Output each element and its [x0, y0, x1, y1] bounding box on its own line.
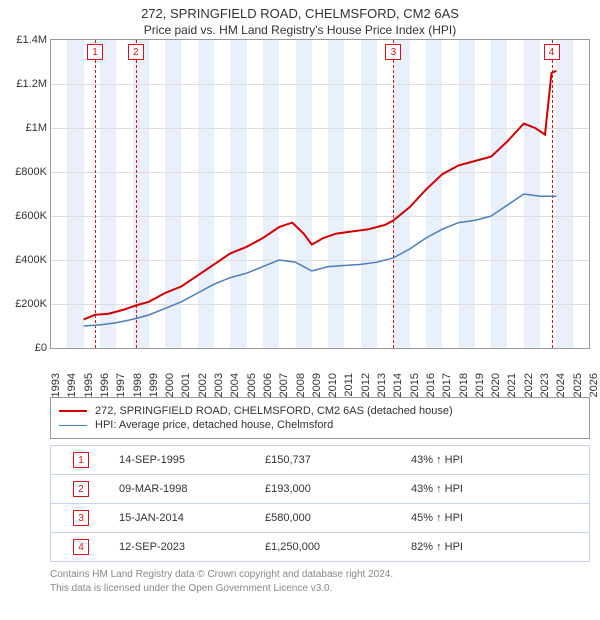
x-axis-label: 2019 [474, 373, 486, 397]
legend-item: HPI: Average price, detached house, Chel… [59, 418, 581, 432]
y-axis-label: £1M [26, 122, 51, 134]
y-axis-label: £400K [15, 254, 51, 266]
y-axis-label: £200K [15, 298, 51, 310]
sale-vs-hpi: 43% ↑ HPI [403, 448, 589, 472]
table-row: 3 15-JAN-2014£580,00045% ↑ HPI [51, 503, 589, 532]
row-index: 2 [73, 481, 89, 497]
x-axis-label: 2009 [311, 373, 323, 397]
legend: 272, SPRINGFIELD ROAD, CHELMSFORD, CM2 6… [50, 397, 590, 439]
sales-table: 1 14-SEP-1995£150,73743% ↑ HPI 2 09-MAR-199… [50, 445, 590, 562]
x-axis-label: 2013 [376, 373, 388, 397]
sale-price: £580,000 [257, 506, 403, 530]
sale-vs-hpi: 45% ↑ HPI [403, 506, 589, 530]
x-axis-label: 2004 [229, 373, 241, 397]
sale-marker: 3 [385, 44, 401, 60]
x-axis-label: 2015 [409, 373, 421, 397]
sale-price: £150,737 [257, 448, 403, 472]
x-axis-label: 2001 [180, 373, 192, 397]
y-axis-label: £600K [15, 210, 51, 222]
page-title: 272, SPRINGFIELD ROAD, CHELMSFORD, CM2 6… [0, 6, 600, 21]
sale-marker: 1 [87, 44, 103, 60]
footer-line2: This data is licensed under the Open Gov… [50, 582, 590, 596]
x-axis-label: 2021 [506, 373, 518, 397]
y-axis-label: £1.4M [16, 34, 51, 46]
x-axis-label: 2018 [458, 373, 470, 397]
x-axis-label: 2020 [490, 373, 502, 397]
x-axis-label: 1995 [83, 373, 95, 397]
row-index: 4 [73, 539, 89, 555]
page-subtitle: Price paid vs. HM Land Registry's House … [0, 21, 600, 37]
series-line [84, 71, 557, 320]
sale-price: £193,000 [257, 477, 403, 501]
x-axis-label: 2008 [295, 373, 307, 397]
x-axis-label: 2002 [197, 373, 209, 397]
sale-date: 09-MAR-1998 [111, 477, 257, 501]
legend-label: 272, SPRINGFIELD ROAD, CHELMSFORD, CM2 6… [95, 405, 453, 417]
x-axis-label: 2000 [164, 373, 176, 397]
x-axis-label: 2024 [555, 373, 567, 397]
y-axis-label: £0 [35, 342, 51, 354]
sale-date: 12-SEP-2023 [111, 535, 257, 559]
x-axis-label: 1996 [99, 373, 111, 397]
x-axis-label: 2017 [441, 373, 453, 397]
x-axis-label: 2011 [343, 373, 355, 397]
x-axis-label: 2016 [425, 373, 437, 397]
price-chart: £0£200K£400K£600K£800K£1M£1.2M£1.4M1234 … [50, 39, 590, 369]
table-row: 2 09-MAR-1998£193,00043% ↑ HPI [51, 474, 589, 503]
x-axis-label: 2022 [523, 373, 535, 397]
x-axis-label: 2012 [360, 373, 372, 397]
x-axis-label: 2010 [327, 373, 339, 397]
x-axis-label: 1994 [66, 373, 78, 397]
footer: Contains HM Land Registry data © Crown c… [50, 568, 590, 595]
x-axis-label: 2026 [588, 373, 600, 397]
series-line [84, 194, 557, 326]
legend-item: 272, SPRINGFIELD ROAD, CHELMSFORD, CM2 6… [59, 404, 581, 418]
x-axis-label: 2014 [392, 373, 404, 397]
sale-date: 14-SEP-1995 [111, 448, 257, 472]
sale-vs-hpi: 82% ↑ HPI [403, 535, 589, 559]
x-axis-label: 1999 [148, 373, 160, 397]
y-axis-label: £1.2M [16, 78, 51, 90]
row-index: 3 [73, 510, 89, 526]
row-index: 1 [73, 452, 89, 468]
x-axis-label: 2007 [278, 373, 290, 397]
legend-label: HPI: Average price, detached house, Chel… [95, 419, 333, 431]
x-axis-label: 1993 [50, 373, 62, 397]
sale-date: 15-JAN-2014 [111, 506, 257, 530]
sale-vs-hpi: 43% ↑ HPI [403, 477, 589, 501]
x-axis-label: 1998 [132, 373, 144, 397]
y-axis-label: £800K [15, 166, 51, 178]
x-axis-label: 2006 [262, 373, 274, 397]
x-axis-label: 2005 [246, 373, 258, 397]
sale-marker: 4 [544, 44, 560, 60]
sale-marker: 2 [128, 44, 144, 60]
x-axis-label: 2023 [539, 373, 551, 397]
x-axis-label: 1997 [115, 373, 127, 397]
footer-line1: Contains HM Land Registry data © Crown c… [50, 568, 590, 582]
table-row: 4 12-SEP-2023£1,250,00082% ↑ HPI [51, 532, 589, 561]
x-axis-label: 2003 [213, 373, 225, 397]
sale-price: £1,250,000 [257, 535, 403, 559]
x-axis-label: 2025 [572, 373, 584, 397]
table-row: 1 14-SEP-1995£150,73743% ↑ HPI [51, 446, 589, 474]
